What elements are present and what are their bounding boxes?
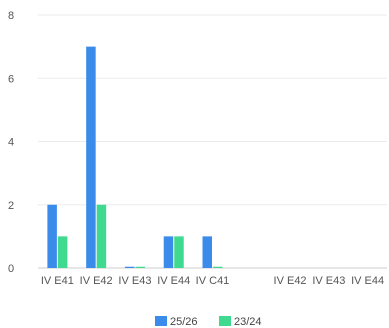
x-tick-label: IV E44	[157, 275, 190, 287]
legend-swatch	[219, 316, 231, 326]
y-axis-ticks: 0 2 4 6 8	[8, 10, 14, 275]
x-tick-label: IV E44	[351, 275, 384, 287]
x-axis-ticks: IV E41 IV E42 IV E43 IV E44 IV C41 IV E42 IV E…	[41, 275, 384, 287]
y-tick-label: 8	[8, 10, 14, 22]
bar-23-24[interactable]	[174, 236, 184, 268]
bar-23-24[interactable]	[213, 266, 223, 268]
legend-label: 25/26	[170, 316, 198, 328]
bar-25-26[interactable]	[163, 236, 174, 268]
bar-25-26[interactable]	[202, 236, 213, 268]
y-tick-label: 6	[8, 73, 14, 85]
y-tick-label: 0	[8, 263, 14, 275]
bar-23-24[interactable]	[57, 236, 68, 268]
x-tick-label: IV E41	[41, 275, 74, 287]
grid-lines	[38, 14, 387, 269]
bar-25-26[interactable]	[47, 204, 57, 268]
bars	[47, 46, 223, 268]
x-tick-label: IV E43	[312, 275, 345, 287]
legend-swatch	[155, 316, 167, 326]
y-tick-label: 2	[8, 200, 14, 212]
y-tick-label: 4	[8, 137, 14, 149]
legend-item-23-24[interactable]: 23/24	[219, 316, 262, 328]
legend-label: 23/24	[234, 316, 262, 328]
bar-25-26[interactable]	[86, 46, 96, 268]
bar-23-24[interactable]	[135, 266, 145, 268]
x-tick-label: IV E42	[80, 275, 113, 287]
bar-23-24[interactable]	[96, 204, 107, 268]
x-tick-label: IV E42	[274, 275, 307, 287]
bar-25-26[interactable]	[124, 266, 135, 268]
x-tick-label: IV E43	[118, 275, 151, 287]
legend-item-25-26[interactable]: 25/26	[155, 316, 198, 328]
legend[interactable]: 25/26 23/24	[155, 316, 262, 328]
x-tick-label: IV C41	[196, 275, 230, 287]
